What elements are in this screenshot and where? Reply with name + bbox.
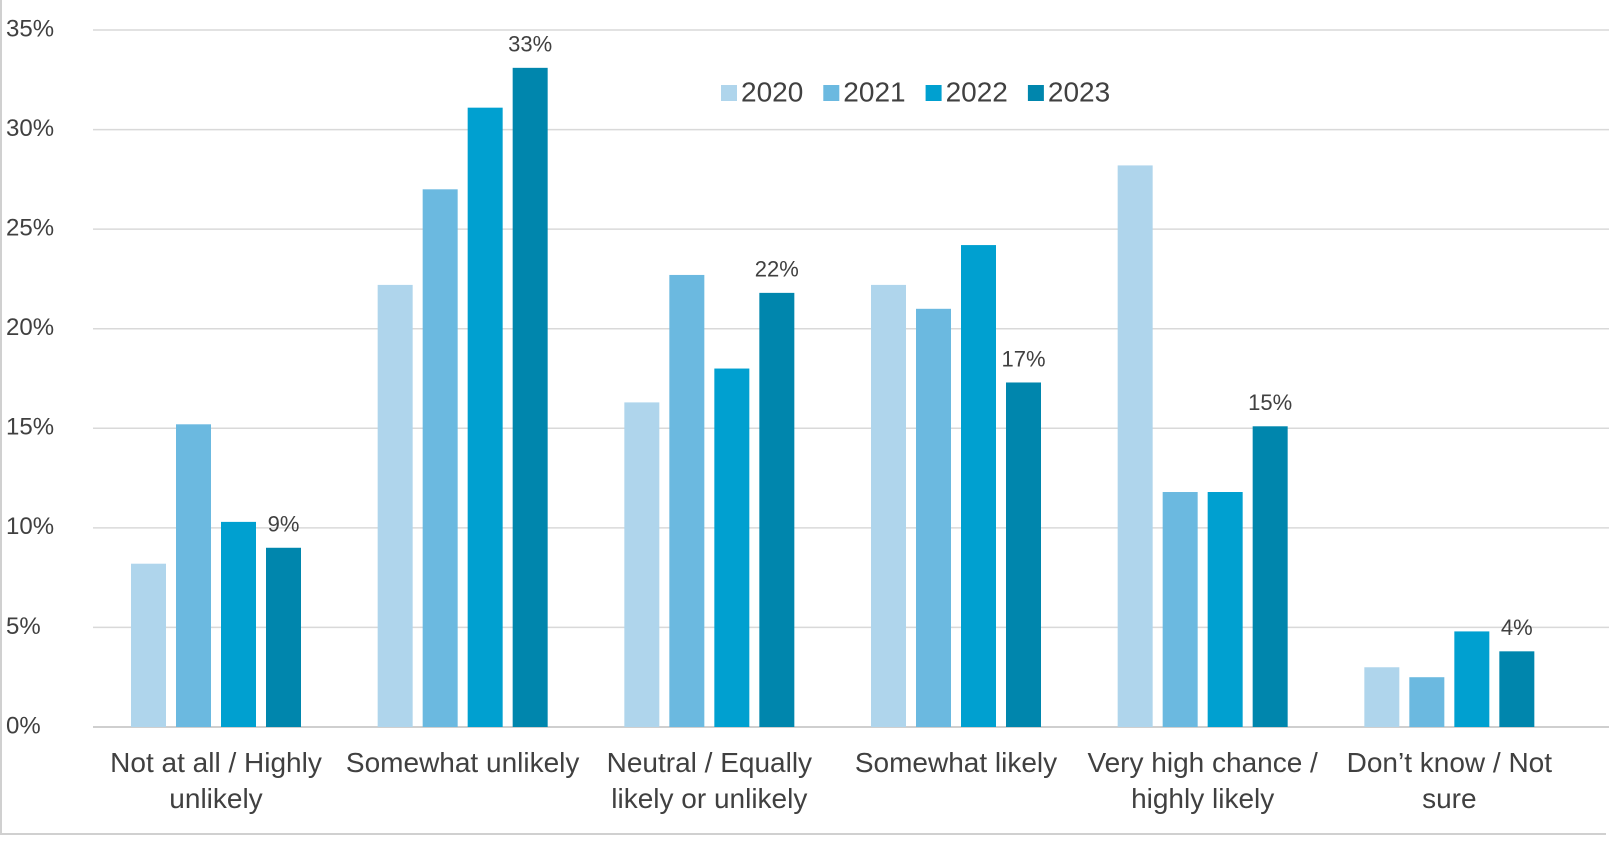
- bar: [669, 274, 705, 727]
- y-tick-label: 10%: [6, 513, 54, 540]
- legend-label: 2021: [843, 76, 905, 107]
- bar: [916, 308, 951, 727]
- bar: [221, 521, 256, 727]
- legend-swatch: [925, 85, 942, 101]
- bar: [1252, 426, 1288, 727]
- bar: [467, 107, 503, 727]
- bar: [1454, 631, 1490, 727]
- bar: [961, 245, 996, 727]
- y-tick-label: 20%: [6, 314, 54, 341]
- y-tick-label: 0%: [6, 712, 41, 739]
- frame: [0, 0, 1606, 835]
- data-label: 33%: [508, 32, 552, 57]
- data-label: 15%: [1248, 390, 1292, 415]
- x-tick-label: Very high chance / highly likely: [1087, 747, 1318, 814]
- bar: [624, 402, 660, 727]
- x-tick-label: Don’t know / Not sure: [1346, 747, 1553, 814]
- bar: [512, 67, 548, 727]
- x-tick-label: Somewhat likely: [854, 747, 1058, 778]
- bar: [377, 284, 413, 727]
- x-tick-label: Neutral / Equally likely or unlikely: [606, 747, 813, 814]
- bar: [1006, 382, 1041, 727]
- bar: [714, 368, 750, 727]
- legend-swatch: [1027, 85, 1044, 101]
- legend-label: 2020: [741, 76, 803, 107]
- bar: [176, 424, 211, 727]
- y-tick-label: 25%: [6, 214, 54, 241]
- legend-label: 2023: [1048, 76, 1110, 107]
- bar: [1409, 677, 1445, 727]
- bar: [266, 547, 301, 727]
- data-label: 17%: [1001, 346, 1045, 371]
- bar: [1499, 651, 1535, 727]
- bar: [131, 563, 166, 727]
- y-tick-label: 15%: [6, 414, 54, 441]
- bar: [1207, 492, 1243, 727]
- bar: [871, 284, 906, 727]
- bar: [1162, 492, 1198, 727]
- x-tick-label: Not at all / Highly unlikely: [110, 747, 322, 814]
- x-tick-label: Somewhat unlikely: [345, 747, 580, 778]
- legend-swatch: [721, 85, 737, 101]
- y-tick-label: 35%: [6, 15, 54, 42]
- legend-swatch: [823, 85, 840, 101]
- bar: [1117, 165, 1153, 728]
- data-label: 4%: [1501, 615, 1533, 640]
- y-tick-label: 30%: [6, 115, 54, 142]
- legend-label: 2022: [946, 76, 1008, 107]
- data-label: 9%: [268, 512, 300, 537]
- bar: [759, 292, 795, 727]
- bar: [422, 189, 458, 728]
- data-label: 22%: [755, 257, 799, 282]
- y-tick-label: 5%: [6, 613, 41, 640]
- bar: [1364, 667, 1400, 727]
